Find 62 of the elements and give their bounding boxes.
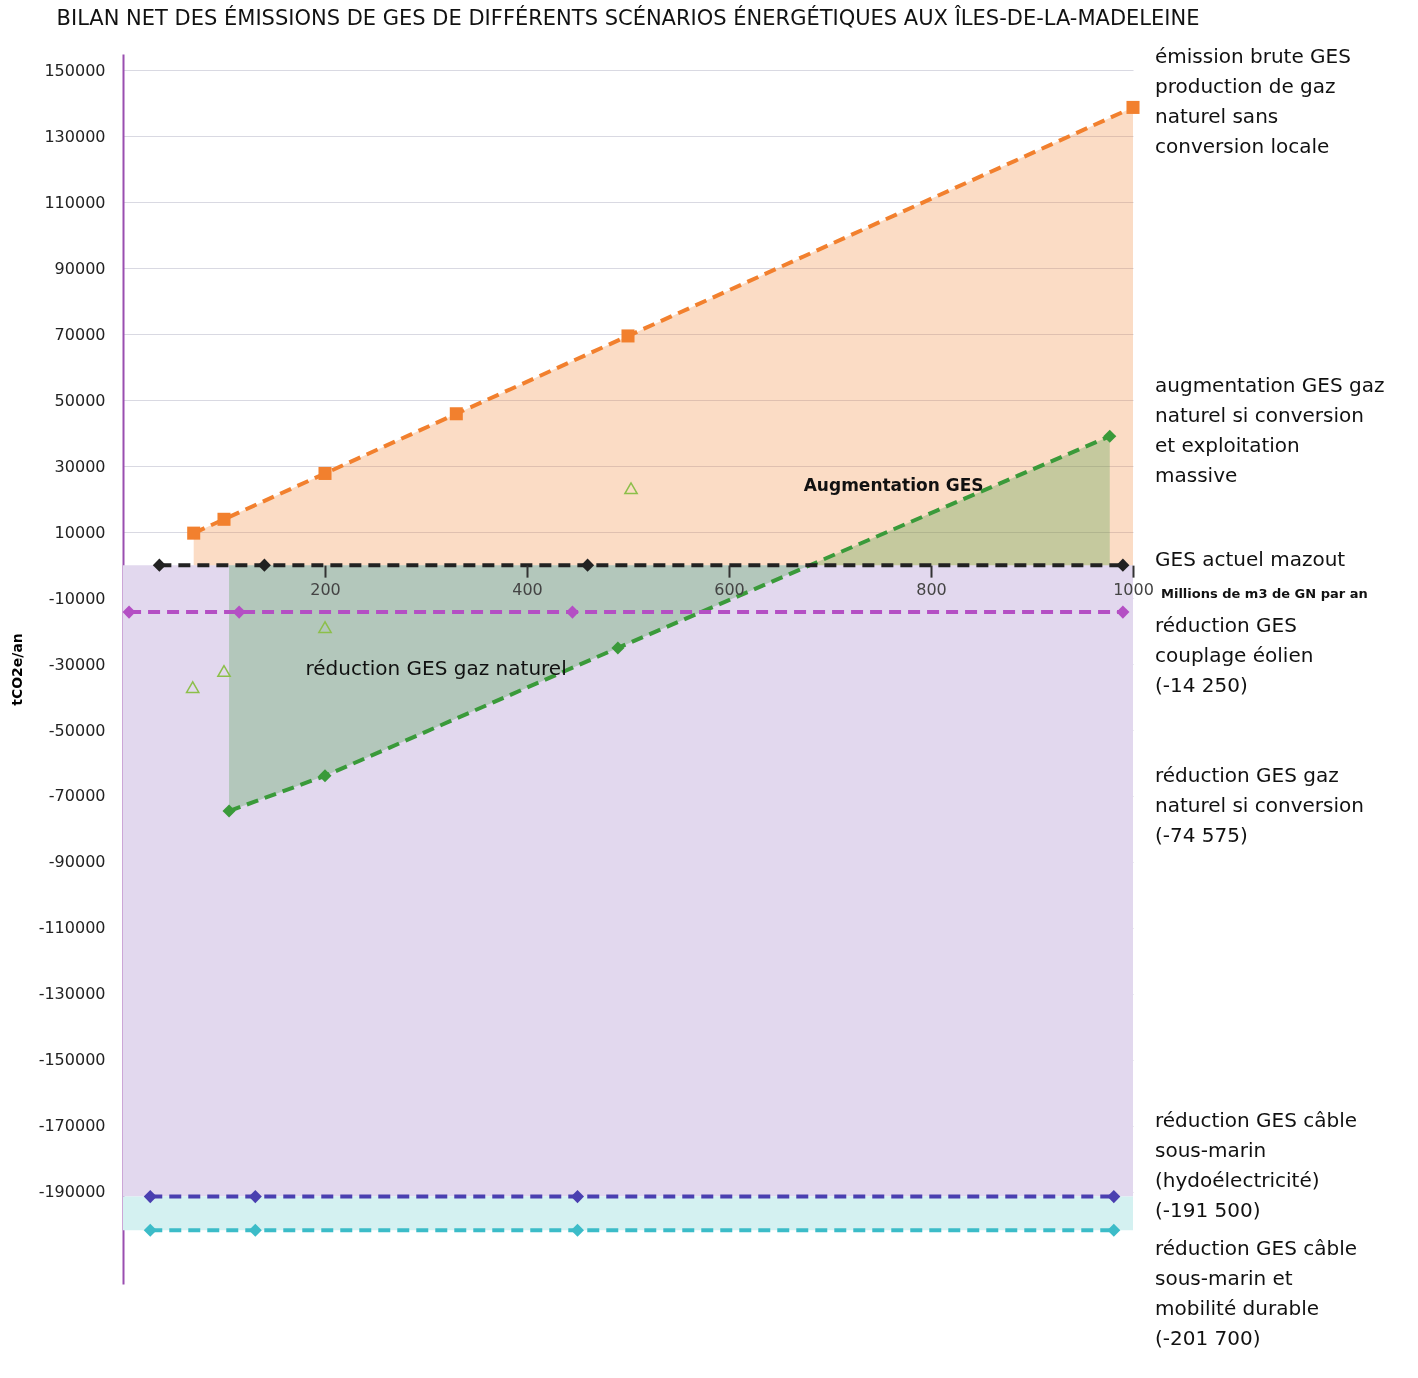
- annotation: Augmentation GES: [803, 474, 984, 495]
- x-tick-label: 600: [714, 579, 745, 599]
- point: [122, 605, 136, 619]
- point: [624, 482, 638, 495]
- y-tick-label: -30000: [48, 654, 106, 674]
- x-tick-label: 800: [916, 579, 947, 599]
- point: [143, 1223, 157, 1237]
- point: [570, 1190, 585, 1204]
- point: [581, 558, 595, 572]
- x-tick-label: 1000: [1113, 579, 1154, 599]
- y-tick-label: -150000: [38, 1050, 106, 1070]
- point: [232, 605, 246, 619]
- point: [257, 558, 271, 572]
- series-label: augmentation GES gaz naturel si conversion et exploitation massive: [1155, 373, 1385, 488]
- point: [152, 558, 166, 572]
- y-tick-label: 130000: [44, 126, 106, 146]
- point: [1116, 605, 1130, 619]
- point: [143, 1190, 157, 1204]
- point: [187, 526, 201, 540]
- y-tick-label: 10000: [54, 522, 106, 542]
- point: [222, 804, 236, 818]
- point: [248, 1190, 262, 1204]
- point: [318, 621, 332, 634]
- y-tick-label: -50000: [48, 720, 106, 740]
- y-tick-label: 90000: [54, 258, 106, 278]
- series-label: réduction GES couplage éolien (-14 250): [1155, 613, 1314, 698]
- point: [1107, 1190, 1121, 1204]
- y-tick-label: 110000: [44, 192, 106, 212]
- point: [217, 664, 231, 678]
- text: réduction GES câble sous-marin (hydoélectricité) (-191 500): [1155, 1108, 1358, 1222]
- point: [1103, 429, 1117, 443]
- point: [621, 329, 635, 343]
- point: [185, 681, 200, 694]
- y-tick-label: 30000: [54, 456, 106, 476]
- y-tick-label: -90000: [48, 852, 106, 872]
- y-axis-title: tCO2e/an: [8, 633, 25, 706]
- y-tick-label: -170000: [38, 1116, 106, 1136]
- point: [217, 512, 231, 526]
- series-label: GES actuel mazout: [1155, 547, 1346, 572]
- point: [1126, 100, 1140, 114]
- point: [318, 466, 332, 480]
- y-tick-label: -190000: [38, 1182, 106, 1202]
- y-tick-label: 70000: [54, 324, 106, 344]
- chart-title: BILAN NET DES ÉMISSIONS DE GES DE DIFFÉRENTS SCÉNARIOS ÉNERGÉTIQUES AUX ÎLES-DE-LA-MADELEINE: [56, 5, 1200, 31]
- y-tick-label: 50000: [54, 390, 106, 410]
- series-label: réduction GES câble sous-marin et mobilité durable (-201 700): [1155, 1236, 1358, 1350]
- y-tick-label: -110000: [38, 918, 106, 938]
- point: [1116, 558, 1130, 572]
- y-tick-label: 150000: [44, 60, 106, 80]
- point: [570, 1223, 585, 1237]
- y-tick-label: -70000: [48, 786, 106, 806]
- annotation: réduction GES gaz naturel: [305, 656, 567, 680]
- y-tick-label: -10000: [48, 588, 106, 608]
- x-tick-label: 400: [512, 579, 543, 599]
- x-tick-label: 200: [310, 579, 341, 599]
- y-tick-label: -130000: [38, 984, 106, 1004]
- x-axis-title: Millions de m3 de GN par an: [1161, 586, 1368, 602]
- point: [248, 1223, 262, 1237]
- text: réduction GES gaz naturel si conversion (-74 575): [1155, 763, 1364, 848]
- point: [449, 407, 463, 421]
- series-label: émission brute GES production de gaz naturel sans conversion locale: [1155, 44, 1351, 159]
- point: [1107, 1223, 1121, 1237]
